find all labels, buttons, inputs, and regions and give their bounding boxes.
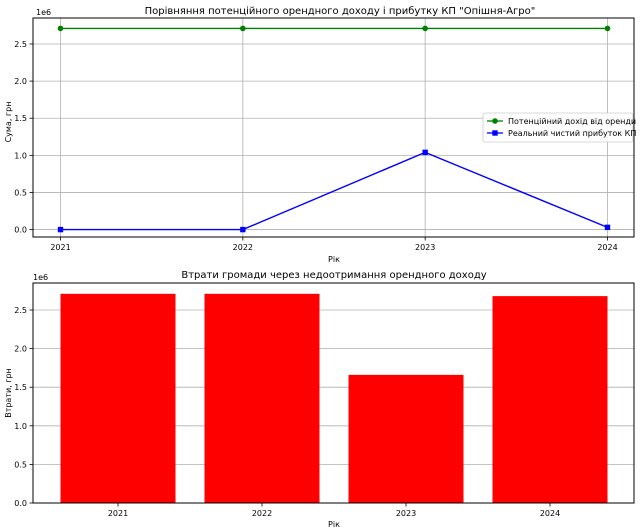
legend-marker-profit — [492, 130, 498, 136]
bar-2021 — [60, 293, 176, 503]
bar-chart-y-ticks: 0.0 0.5 1.0 1.5 2.0 2.5 — [14, 306, 33, 508]
line-chart-y-ticks: 0.0 0.5 1.0 1.5 2.0 2.5 — [14, 40, 33, 235]
bar-chart-title: Втрати громади через недоотримання оренд… — [181, 270, 486, 281]
line-chart-title: Порівняння потенційного орендного доходу… — [145, 5, 536, 17]
line-chart-offset-text: 1e6 — [36, 8, 51, 17]
bar-chart-y-tick-label: 0.0 — [14, 499, 27, 508]
line-chart-x-tick-label: 2022 — [233, 243, 253, 252]
bar-chart-x-tick-label: 2021 — [108, 509, 128, 518]
bar-chart-y-tick-label: 1.0 — [14, 422, 27, 431]
legend-label-potential: Потенційний дохід від оренди — [508, 117, 636, 126]
line-series-2 — [60, 151, 608, 231]
legend-box — [482, 112, 634, 143]
line-chart-x-tick-label: 2021 — [50, 243, 70, 252]
line-chart-ylabel: Сума, грн — [4, 102, 13, 143]
bar-chart-ylabel: Втрати, грн — [4, 368, 13, 418]
bar-chart-y-tick-label: 2.5 — [14, 306, 27, 315]
line-point-s1-2024 — [604, 25, 611, 32]
line-chart-y-tick-label: 1.0 — [14, 151, 27, 160]
line-chart-y-tick-label: 1.5 — [14, 114, 27, 123]
line-chart-x-tick-label: 2023 — [415, 243, 435, 252]
line-chart-series — [57, 25, 611, 233]
line-chart-grid — [33, 18, 634, 237]
line-chart-y-tick-label: 2.5 — [14, 40, 27, 49]
line-point-s2-2022 — [240, 226, 246, 233]
bar-2022 — [204, 293, 320, 503]
line-point-s2-2023 — [422, 149, 428, 156]
line-point-s2-2024 — [604, 224, 611, 231]
legend-label-profit: Реальний чистий прибуток КП — [508, 129, 636, 138]
line-chart: Порівняння потенційного орендного доходу… — [4, 5, 636, 264]
bar-chart-x-tick-label: 2023 — [396, 509, 416, 518]
line-point-s1-2023 — [422, 25, 428, 32]
bar-2024 — [492, 296, 608, 503]
bar-2023 — [348, 374, 464, 503]
bar-chart-frame — [32, 282, 635, 504]
line-point-s1-2022 — [240, 25, 246, 32]
bar-chart-x-tick-label: 2022 — [252, 509, 272, 518]
line-chart-xlabel: Рік — [328, 255, 340, 264]
line-chart-frame — [32, 17, 635, 238]
bar-chart: Втрати громади через недоотримання оренд… — [4, 270, 635, 529]
line-chart-x-ticks: 2021 2022 2023 2024 — [50, 237, 618, 252]
line-chart-legend: Потенційний дохід від оренди Реальний чи… — [482, 112, 636, 143]
bar-chart-y-tick-label: 0.5 — [14, 460, 27, 469]
bar-chart-y-tick-label: 2.0 — [14, 345, 27, 354]
line-chart-y-tick-label: 0.0 — [14, 226, 27, 235]
bar-chart-x-tick-label: 2024 — [540, 509, 560, 518]
bar-chart-y-tick-label: 1.5 — [14, 383, 27, 392]
bar-chart-xlabel: Рік — [328, 520, 340, 529]
line-chart-y-tick-label: 2.0 — [14, 77, 27, 86]
bar-chart-bars — [60, 293, 608, 503]
line-point-s1-2021 — [57, 25, 64, 32]
bar-chart-offset-text: 1e6 — [33, 273, 48, 282]
legend-marker-potential — [492, 118, 498, 124]
line-chart-x-tick-label: 2024 — [597, 243, 617, 252]
line-point-s2-2021 — [57, 226, 64, 233]
bar-chart-x-ticks: 2021 2022 2023 2024 — [108, 503, 560, 518]
line-chart-y-tick-label: 0.5 — [14, 188, 27, 197]
